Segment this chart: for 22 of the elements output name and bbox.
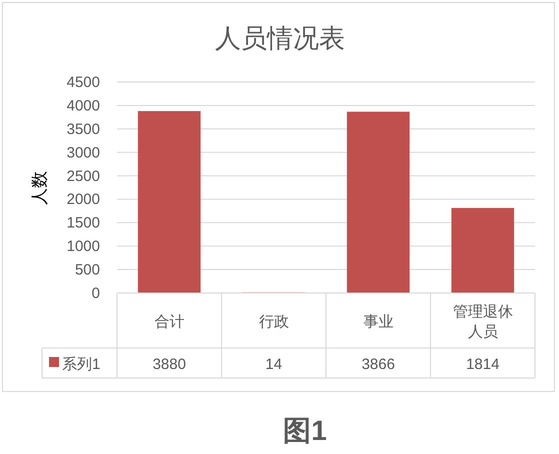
- data-label: 3880: [152, 356, 186, 373]
- y-tick-label: 500: [74, 262, 100, 279]
- data-label: 14: [265, 356, 282, 373]
- y-tick-label: 2000: [66, 191, 100, 208]
- caption: 图1: [283, 415, 327, 446]
- y-axis-title: 人数: [30, 171, 49, 205]
- x-tick-label: 管理退休人员: [452, 304, 513, 340]
- y-tick-label: 4500: [66, 74, 100, 91]
- y-tick-label: 3000: [66, 144, 100, 162]
- legend-label: 系列1: [62, 356, 100, 373]
- data-label: 1814: [466, 356, 500, 373]
- y-tick-label: 1500: [66, 214, 100, 232]
- y-tick-label: 2500: [66, 168, 100, 185]
- y-tick-label: 1000: [66, 238, 100, 256]
- data-label: 3866: [362, 356, 395, 373]
- x-tick-label: 事业: [363, 314, 394, 330]
- y-tick-label: 3500: [66, 120, 100, 138]
- x-tick-label: 行政: [258, 314, 289, 330]
- chart-title: 人员情况表: [215, 23, 345, 53]
- y-tick-label: 0: [92, 285, 100, 302]
- y-tick-label: 4000: [66, 97, 100, 114]
- x-tick-label: 合计: [154, 314, 184, 330]
